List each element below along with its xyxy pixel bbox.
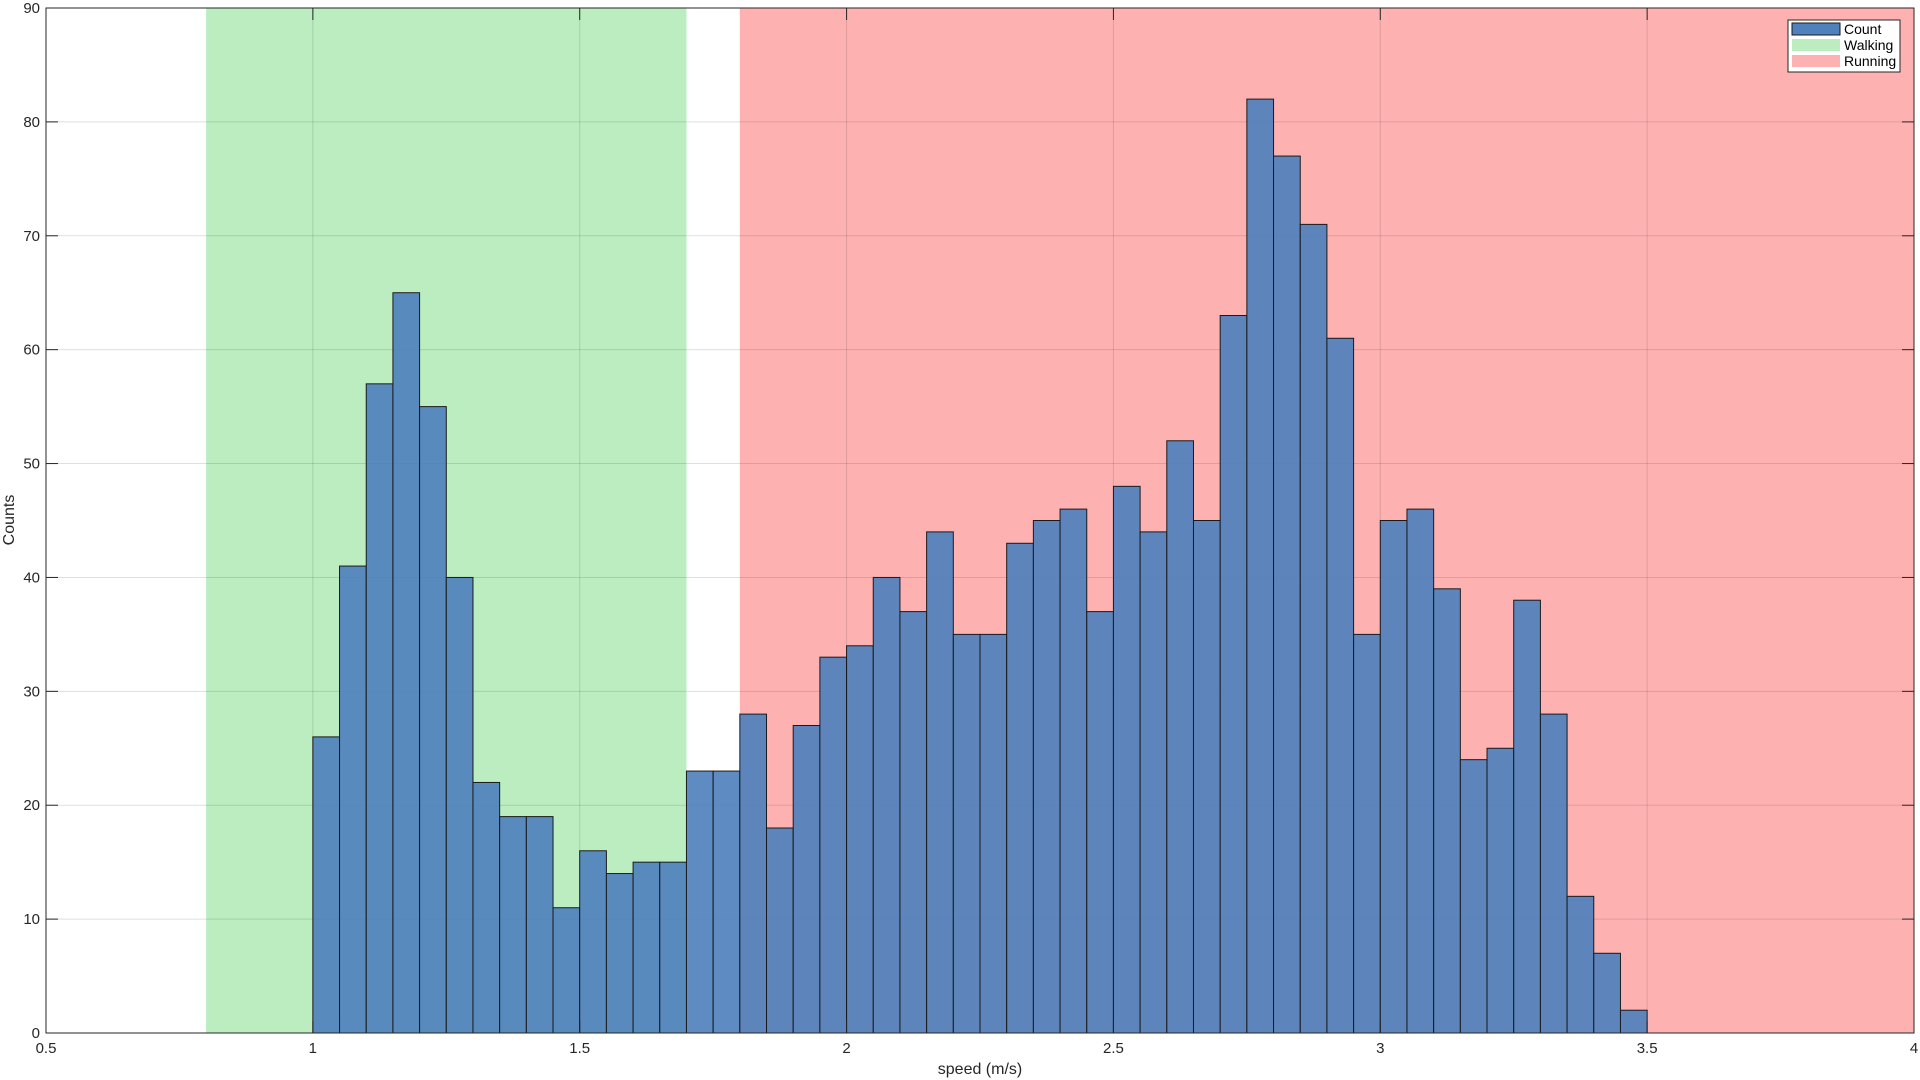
histogram-bar — [926, 531, 954, 1034]
bar-layer — [312, 98, 1648, 1034]
histogram-bar — [1486, 747, 1515, 1034]
histogram-bar — [1539, 713, 1568, 1034]
histogram-bar — [1112, 485, 1141, 1034]
histogram-bar — [659, 861, 687, 1034]
histogram-bar — [525, 816, 554, 1034]
legend-label-running: Running — [1844, 53, 1896, 69]
histogram-bar — [1379, 520, 1408, 1034]
histogram-bar — [419, 406, 447, 1034]
histogram-bar — [1353, 633, 1381, 1034]
histogram-bar — [472, 781, 501, 1034]
y-tick-label: 30 — [23, 683, 40, 700]
histogram-bar — [1593, 952, 1621, 1034]
histogram-bar — [1139, 531, 1168, 1034]
histogram-bar — [445, 576, 474, 1034]
y-tick-label: 80 — [23, 114, 40, 131]
histogram-bar — [1192, 520, 1221, 1034]
histogram-bar — [872, 576, 901, 1034]
legend-swatch-count — [1791, 22, 1841, 36]
x-tick-label: 4 — [1910, 1040, 1918, 1057]
y-tick-labels: 0 10 20 30 40 50 60 70 80 90 — [23, 0, 40, 1042]
histogram-bar — [1166, 440, 1194, 1034]
histogram-bar — [1326, 337, 1355, 1034]
plot-frame — [45, 7, 1915, 1034]
histogram-bar — [1032, 520, 1061, 1034]
y-tick-label: 0 — [32, 1025, 40, 1042]
legend-label-count: Count — [1844, 21, 1881, 37]
x-tick-label: 1 — [309, 1040, 317, 1057]
y-tick-label: 20 — [23, 797, 40, 814]
histogram-bar — [846, 645, 874, 1034]
y-tick-label: 50 — [23, 456, 40, 473]
x-tick-label: 2 — [842, 1040, 850, 1057]
legend-swatch-running — [1792, 55, 1840, 67]
histogram-bar — [1059, 508, 1088, 1034]
x-tick-label: 2.5 — [1103, 1040, 1124, 1057]
histogram-bar — [979, 633, 1008, 1034]
histogram-bar — [1246, 98, 1275, 1034]
x-tick-label: 1.5 — [569, 1040, 590, 1057]
histogram-bar — [339, 565, 367, 1034]
histogram-bar — [1433, 588, 1461, 1034]
legend-label-walking: Walking — [1844, 37, 1893, 53]
tick-layer — [45, 7, 1915, 1034]
histogram-bar — [632, 861, 661, 1034]
histogram-bar — [712, 770, 741, 1034]
histogram-bar — [1566, 895, 1595, 1034]
histogram-bar — [552, 907, 581, 1034]
x-tick-label: 3.5 — [1637, 1040, 1658, 1057]
histogram-bar — [792, 725, 821, 1034]
y-tick-label: 10 — [23, 911, 40, 928]
histogram-bar — [1619, 1009, 1648, 1034]
histogram-bar — [499, 816, 527, 1034]
histogram-bar — [1219, 315, 1248, 1034]
histogram-bar — [899, 611, 928, 1034]
x-tick-label: 3 — [1376, 1040, 1384, 1057]
histogram-bar — [1273, 155, 1301, 1034]
x-axis-label: speed (m/s) — [938, 1061, 1022, 1078]
legend: Count Walking Running — [1787, 19, 1901, 73]
histogram-bar — [605, 873, 634, 1034]
y-tick-label: 40 — [23, 569, 40, 586]
y-tick-label: 90 — [23, 0, 40, 17]
histogram-bar — [579, 850, 607, 1034]
x-tick-labels: 0.5 1 1.5 2 2.5 3 3.5 4 — [36, 1040, 1919, 1057]
histogram-bar — [685, 770, 714, 1034]
histogram-bar — [1513, 599, 1541, 1034]
histogram-bar — [392, 292, 421, 1034]
histogram-bar — [312, 736, 341, 1034]
histogram-bar — [1086, 611, 1114, 1034]
histogram-bar — [1406, 508, 1435, 1034]
y-tick-label: 60 — [23, 342, 40, 359]
legend-swatch-walking — [1792, 39, 1840, 51]
histogram-bar — [739, 713, 768, 1034]
y-tick-label: 70 — [23, 228, 40, 245]
histogram-bar — [1299, 223, 1328, 1034]
histogram-bar — [952, 633, 981, 1034]
histogram-bar — [766, 827, 794, 1034]
y-axis-label: Counts — [1, 495, 18, 546]
histogram-bar — [1459, 759, 1488, 1034]
histogram-bar — [819, 656, 848, 1034]
histogram-bar — [365, 383, 394, 1034]
histogram-bar — [1006, 542, 1034, 1034]
x-tick-label: 0.5 — [36, 1040, 57, 1057]
